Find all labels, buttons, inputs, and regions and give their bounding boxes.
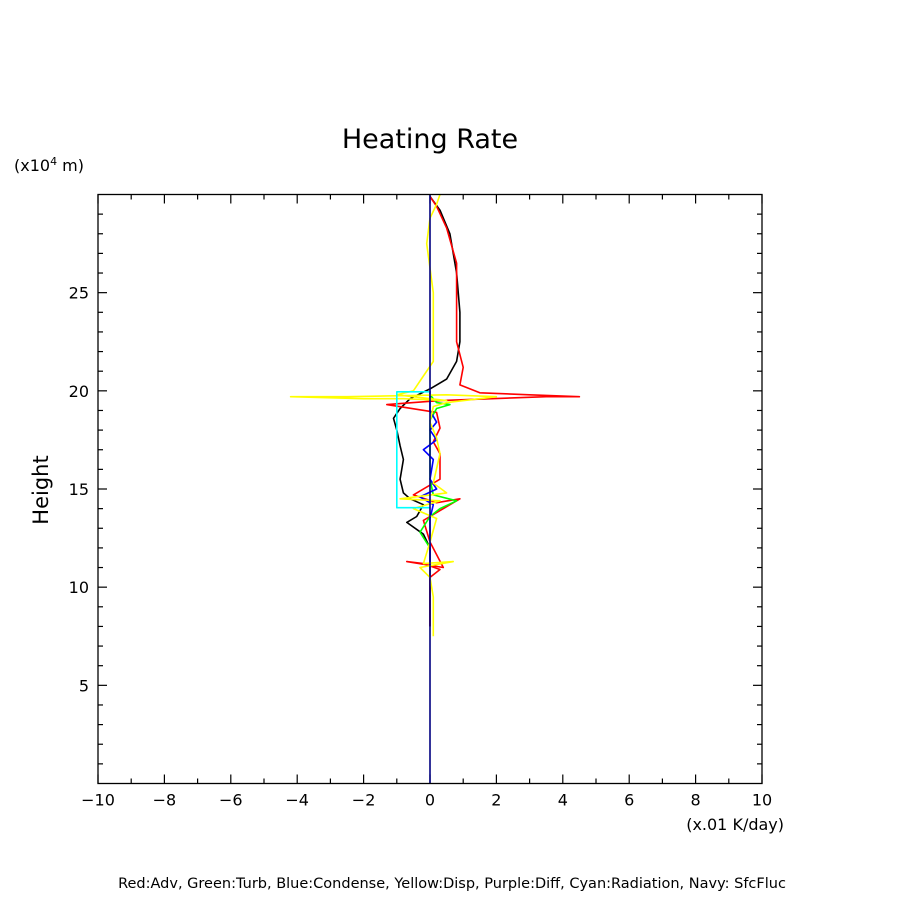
series-lines xyxy=(289,194,581,784)
x-tick-label: 0 xyxy=(425,791,435,810)
legend-caption: Red:Adv, Green:Turb, Blue:Condense, Yell… xyxy=(118,876,786,892)
y-tick-label: 10 xyxy=(69,578,89,597)
y-unit-prefix: (x10 xyxy=(14,156,50,175)
x-tick-label: 2 xyxy=(491,791,501,810)
x-tick-label: −4 xyxy=(285,791,309,810)
series-line xyxy=(392,196,461,627)
y-tick-label: 25 xyxy=(69,284,89,303)
plot-frame xyxy=(97,193,763,785)
series-line xyxy=(419,394,458,549)
tick-labels: −10 −8 −6 −4 −2 0 2 4 6 8 10 5 10 15 20 25 xyxy=(69,284,773,810)
x-tick-label: 8 xyxy=(691,791,701,810)
y-tick-label: 5 xyxy=(79,676,89,695)
x-tick-label: −6 xyxy=(219,791,243,810)
series-line xyxy=(396,391,430,509)
chart-title: Heating Rate xyxy=(342,124,518,155)
x-tick-label: 10 xyxy=(752,791,772,810)
x-tick-label: 6 xyxy=(624,791,634,810)
series-line xyxy=(386,196,581,627)
y-axis-label: Height xyxy=(29,455,53,524)
x-tick-label: 4 xyxy=(558,791,568,810)
y-unit-exp: 4 xyxy=(50,155,57,168)
y-tick-label: 15 xyxy=(69,480,89,499)
series-line xyxy=(289,194,498,637)
x-tick-label: −2 xyxy=(352,791,376,810)
y-tick-label: 20 xyxy=(69,382,89,401)
x-unit-label: (x.01 K/day) xyxy=(686,815,784,834)
x-tick-label: −10 xyxy=(81,791,115,810)
axis-ticks xyxy=(97,194,763,784)
series-line xyxy=(419,390,438,568)
y-unit-suffix: m) xyxy=(57,156,84,175)
x-tick-label: −8 xyxy=(153,791,177,810)
y-unit-label: (x104 m) xyxy=(14,155,84,175)
